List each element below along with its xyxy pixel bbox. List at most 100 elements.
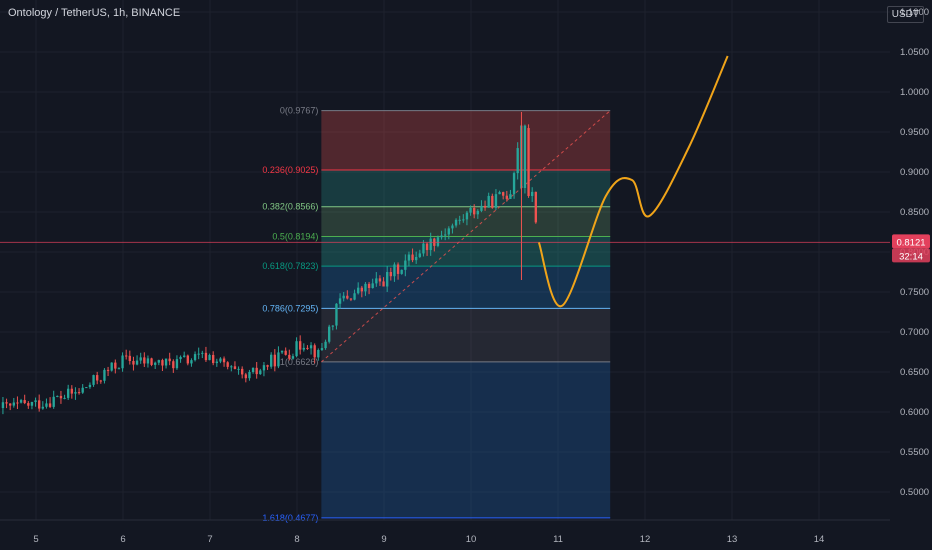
fib-zone — [321, 236, 611, 267]
candle-body — [429, 238, 432, 251]
countdown-bg — [892, 248, 930, 263]
candle-body — [288, 354, 291, 359]
candle-body — [313, 345, 316, 358]
x-axis-tick: 5 — [33, 534, 38, 545]
candle-body — [491, 195, 494, 208]
candle-body — [248, 371, 251, 379]
x-axis-tick: 8 — [294, 534, 299, 545]
candle-body — [59, 395, 63, 399]
candle-body — [353, 293, 356, 300]
candle-body — [335, 303, 338, 326]
candle-body — [9, 403, 12, 406]
candle-body — [190, 360, 193, 364]
candle-body — [70, 388, 73, 394]
candle-body — [270, 354, 273, 367]
candle-body — [393, 264, 396, 277]
candle-body — [324, 341, 327, 349]
candle-body — [99, 380, 102, 382]
x-axis-tick: 7 — [207, 534, 212, 545]
candle-body — [45, 403, 48, 407]
candle-body — [349, 298, 353, 300]
candle-body — [509, 194, 512, 199]
candle-body — [280, 350, 284, 353]
candle-body — [309, 345, 313, 349]
x-axis-tick: 9 — [381, 534, 386, 545]
candle-body — [415, 256, 418, 261]
candle-body — [306, 347, 309, 349]
candle-body — [476, 210, 479, 215]
candle-body — [411, 254, 414, 261]
candle-body — [114, 362, 117, 369]
candle-body — [531, 191, 534, 196]
candle-body — [63, 397, 66, 399]
candle-body — [386, 272, 389, 287]
fib-zone — [321, 206, 611, 237]
candle-body — [103, 369, 106, 381]
candle-body — [38, 400, 41, 409]
y-axis-tick: 0.5000 — [900, 487, 929, 498]
candle-body — [516, 148, 519, 174]
candle-body — [473, 207, 476, 215]
candle-body — [360, 287, 363, 292]
candle-body — [74, 392, 77, 394]
candle-body — [121, 355, 124, 369]
candle-body — [389, 272, 392, 277]
candle-body — [183, 355, 186, 357]
candle-body — [244, 374, 247, 379]
candle-body — [168, 358, 171, 362]
candle-body — [1, 402, 5, 408]
candle-body — [226, 362, 229, 367]
candle-body — [273, 354, 276, 367]
candle-body — [157, 360, 160, 363]
candle-body — [259, 370, 262, 375]
candle-body — [204, 352, 208, 361]
candle-body — [154, 362, 157, 365]
symbol-title[interactable]: Ontology / TetherUS, 1h, BINANCE — [8, 7, 181, 19]
candle-body — [465, 212, 469, 220]
candle-body — [295, 341, 298, 357]
candle-body — [212, 354, 215, 364]
fib-level-label: 0.236(0.9025) — [262, 165, 318, 175]
candle-body — [458, 219, 461, 221]
candle-body — [23, 400, 26, 404]
candle-body — [27, 403, 30, 406]
candle-body — [164, 358, 168, 366]
candle-body — [77, 392, 81, 394]
fib-level-label: 0.382(0.8566) — [262, 202, 318, 212]
candle-body — [396, 264, 400, 274]
candle-body — [436, 237, 440, 246]
candle-body — [357, 287, 360, 294]
currency-badge[interactable]: USDT — [886, 6, 924, 23]
candle-body — [498, 192, 501, 195]
candle-body — [197, 353, 200, 355]
x-axis-tick: 10 — [466, 534, 477, 545]
y-axis-tick: 0.7500 — [900, 287, 929, 298]
candle-body — [299, 341, 302, 350]
fib-zone — [321, 308, 611, 362]
x-axis-tick: 12 — [640, 534, 651, 545]
candle-body — [342, 295, 345, 299]
fib-zone — [321, 170, 611, 207]
candle-body — [215, 361, 218, 364]
price-label-bg — [892, 234, 930, 249]
fib-level-label: 1(0.6626) — [280, 357, 319, 367]
candle-body — [534, 191, 537, 223]
candle-body — [451, 225, 454, 229]
candle-body — [480, 205, 483, 211]
candle-body — [186, 355, 189, 364]
candle-body — [382, 281, 385, 287]
projection-curve — [537, 55, 729, 307]
y-axis-tick: 0.9000 — [900, 167, 929, 178]
candle-body — [371, 283, 374, 289]
candle-body — [320, 348, 324, 350]
x-axis-tick: 14 — [814, 534, 825, 545]
candle-body — [52, 396, 55, 407]
candle-body — [132, 360, 135, 365]
candle-body — [193, 354, 197, 361]
y-axis-tick: 1.1000 — [900, 7, 929, 18]
candle-body — [440, 235, 443, 238]
candle-body — [302, 347, 305, 350]
candle-body — [454, 219, 458, 226]
fib-level-label: 0.786(0.7295) — [262, 303, 318, 313]
